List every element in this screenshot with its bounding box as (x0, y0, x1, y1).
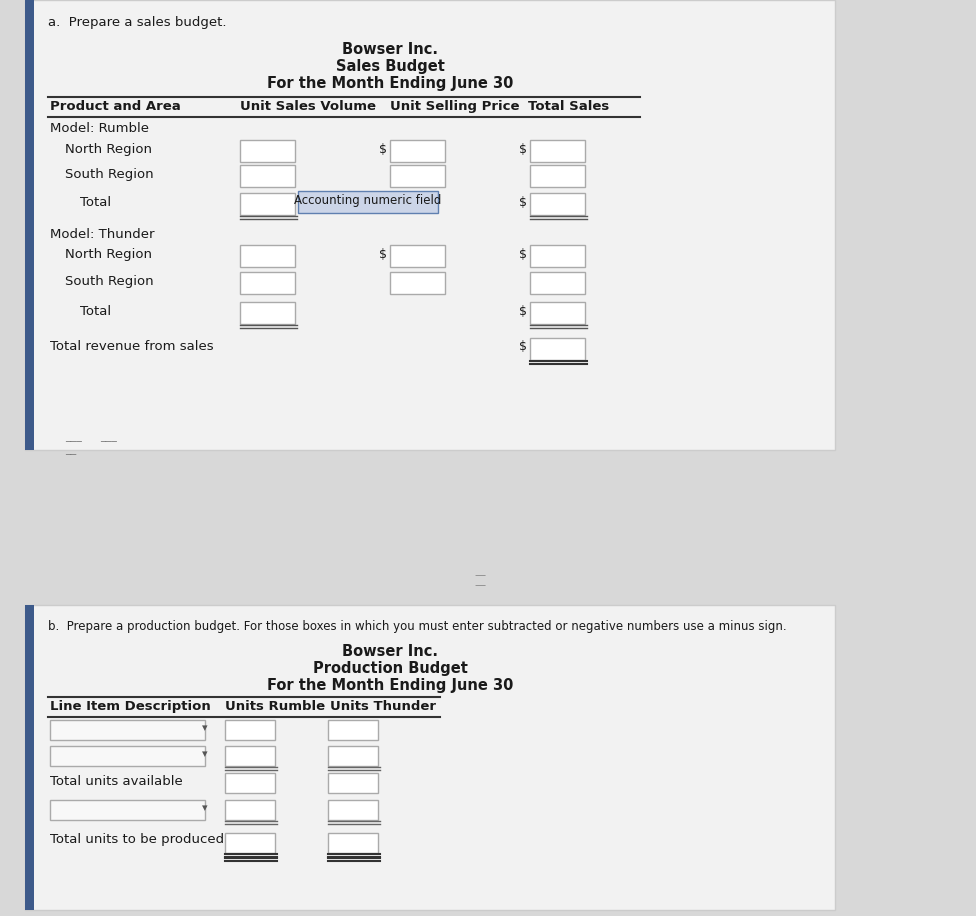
Text: South Region: South Region (65, 275, 153, 288)
Text: Total: Total (80, 305, 111, 318)
Text: Total: Total (80, 196, 111, 209)
Bar (50, 720, 205, 740)
Bar (390, 272, 445, 294)
Text: $: $ (519, 305, 527, 318)
Bar (25, 605, 835, 910)
Text: ___: ___ (100, 432, 117, 442)
Bar (530, 140, 585, 162)
Bar (240, 165, 295, 187)
Text: $: $ (519, 196, 527, 209)
Text: For the Month Ending June 30: For the Month Ending June 30 (266, 678, 513, 693)
Text: Unit Selling Price: Unit Selling Price (390, 100, 519, 113)
Text: Production Budget: Production Budget (312, 661, 468, 676)
Bar (328, 833, 378, 853)
Text: Sales Budget: Sales Budget (336, 59, 444, 74)
Text: Total revenue from sales: Total revenue from sales (50, 340, 214, 353)
Bar (530, 193, 585, 215)
Text: Bowser Inc.: Bowser Inc. (342, 644, 438, 659)
Text: Units Thunder: Units Thunder (330, 700, 436, 713)
Bar (50, 800, 205, 820)
Bar (240, 302, 295, 324)
Bar (390, 245, 445, 267)
Text: Bowser Inc.: Bowser Inc. (342, 42, 438, 57)
Text: $: $ (519, 143, 527, 156)
Text: Product and Area: Product and Area (50, 100, 181, 113)
Bar (390, 165, 445, 187)
Text: ▾: ▾ (202, 803, 208, 813)
Bar (390, 140, 445, 162)
Text: North Region: North Region (65, 143, 152, 156)
Bar (240, 245, 295, 267)
Text: ▾: ▾ (202, 749, 208, 759)
Bar (530, 165, 585, 187)
Text: $: $ (519, 340, 527, 353)
Text: Model: Rumble: Model: Rumble (50, 122, 149, 135)
Bar (328, 773, 378, 793)
Bar (328, 720, 378, 740)
Bar (530, 272, 585, 294)
Text: ▾: ▾ (202, 723, 208, 733)
Text: Total Sales: Total Sales (528, 100, 609, 113)
Bar (25, 0, 34, 450)
Text: Total units available: Total units available (50, 775, 183, 788)
Bar (298, 191, 438, 213)
Bar (240, 272, 295, 294)
Bar (328, 800, 378, 820)
Text: Model: Thunder: Model: Thunder (50, 228, 154, 241)
Bar (240, 140, 295, 162)
Text: —: — (474, 580, 486, 590)
Text: Accounting numeric field: Accounting numeric field (295, 194, 442, 207)
Text: $: $ (379, 248, 387, 261)
Text: Units Rumble: Units Rumble (225, 700, 325, 713)
Bar (530, 245, 585, 267)
Text: Unit Sales Volume: Unit Sales Volume (240, 100, 376, 113)
Bar (328, 746, 378, 766)
Bar (530, 302, 585, 324)
Text: ___: ___ (65, 432, 82, 442)
Bar (25, 0, 835, 450)
Text: $: $ (519, 248, 527, 261)
Text: a.  Prepare a sales budget.: a. Prepare a sales budget. (48, 16, 226, 29)
Bar (225, 720, 275, 740)
Text: For the Month Ending June 30: For the Month Ending June 30 (266, 76, 513, 91)
Text: Total units to be produced: Total units to be produced (50, 833, 224, 846)
Bar (225, 773, 275, 793)
Bar (225, 800, 275, 820)
Text: South Region: South Region (65, 168, 153, 181)
Bar (50, 746, 205, 766)
Text: $: $ (379, 143, 387, 156)
Text: __: __ (65, 445, 76, 455)
Text: —: — (474, 570, 486, 580)
Bar (225, 746, 275, 766)
Text: Line Item Description: Line Item Description (50, 700, 211, 713)
Bar (25, 605, 34, 910)
Bar (530, 338, 585, 360)
Bar (240, 193, 295, 215)
Bar (225, 833, 275, 853)
Text: North Region: North Region (65, 248, 152, 261)
Text: b.  Prepare a production budget. For those boxes in which you must enter subtrac: b. Prepare a production budget. For thos… (48, 620, 787, 633)
